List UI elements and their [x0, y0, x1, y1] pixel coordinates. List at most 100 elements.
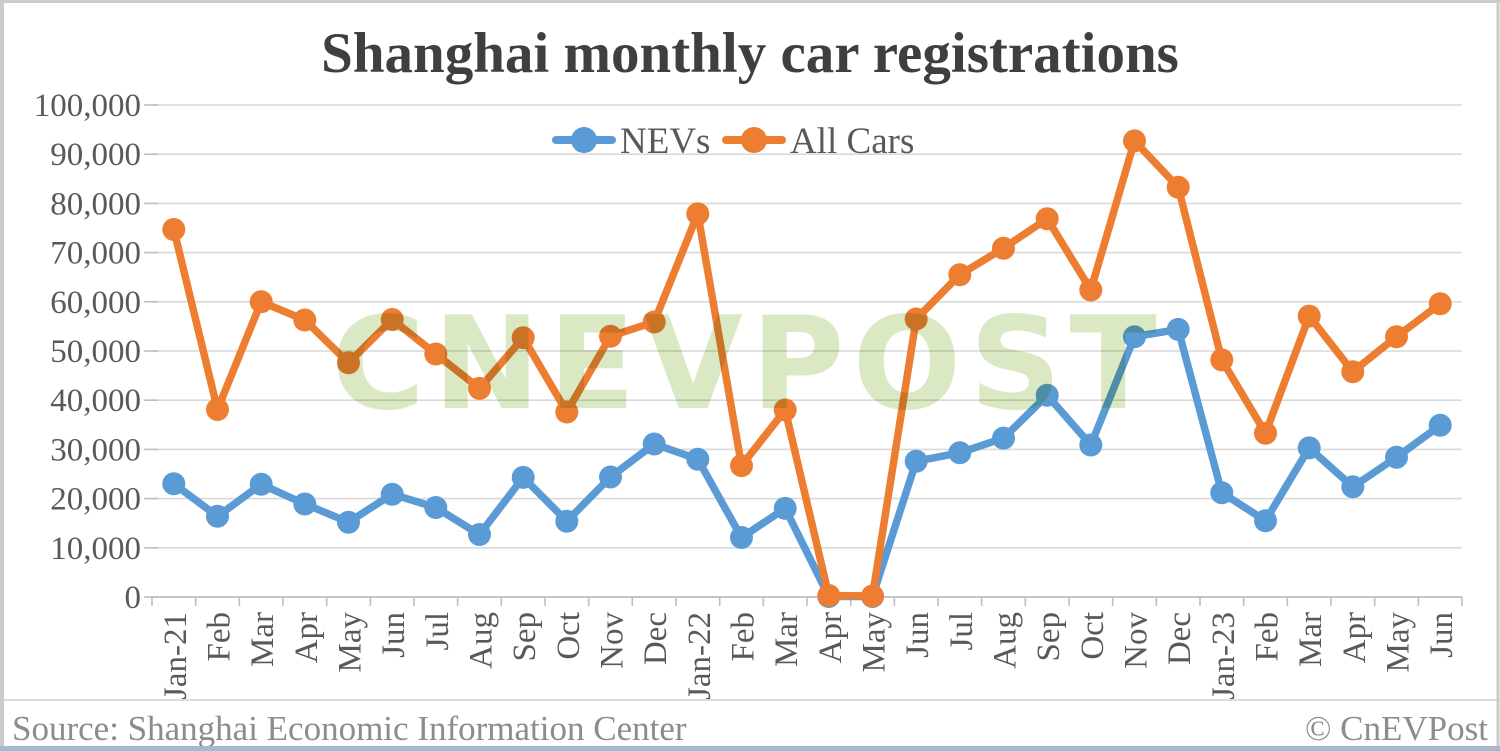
- x-tick-label: Jul: [420, 612, 456, 651]
- x-tick-label: May: [857, 612, 893, 673]
- data-point: [555, 509, 579, 533]
- nevs-legend-marker-icon: [571, 127, 597, 153]
- y-tick-label: 60,000: [50, 285, 141, 321]
- x-tick-label: Jun: [1424, 612, 1460, 658]
- x-tick-label: May: [333, 612, 369, 673]
- watermark: CNEVPOST: [331, 290, 1165, 439]
- data-point: [1123, 129, 1146, 153]
- x-tick-label: Dec: [1162, 612, 1198, 665]
- data-point: [1166, 175, 1190, 199]
- data-point: [555, 400, 579, 424]
- y-tick-label: 30,000: [50, 432, 141, 468]
- x-tick-label: Apr: [289, 612, 325, 663]
- data-point: [1385, 325, 1408, 349]
- x-tick-label: Jan-23: [1206, 612, 1242, 700]
- data-point: [1385, 445, 1408, 469]
- source-note: Source: Shanghai Economic Information Ce…: [12, 709, 687, 748]
- x-tick-label: Mar: [245, 612, 281, 667]
- data-point: [904, 449, 928, 473]
- data-point: [162, 218, 186, 241]
- legend-item-all-cars: All Cars: [722, 121, 914, 162]
- data-point: [1123, 325, 1146, 349]
- data-point: [293, 308, 317, 332]
- x-tick-label: Nov: [595, 612, 631, 669]
- x-tick-label: Jul: [944, 612, 980, 651]
- x-tick-label: Mar: [769, 612, 805, 667]
- copyright-note: © CnEVPost: [1305, 709, 1488, 748]
- x-tick-label: Feb: [1250, 612, 1286, 662]
- data-point: [730, 454, 753, 478]
- x-tick-label: Apr: [1337, 612, 1373, 663]
- x-tick-label: Aug: [988, 612, 1024, 669]
- x-tick-label: Dec: [638, 612, 674, 665]
- y-tick-label: 100,000: [34, 88, 141, 124]
- x-tick-label: Jan-21: [158, 612, 194, 700]
- y-tick-label: 20,000: [50, 482, 141, 518]
- data-point: [773, 496, 797, 520]
- x-axis-labels: Jan-21 Feb Mar Apr May Jun Jul Aug Sep Oct Nov Dec J…: [158, 612, 1460, 700]
- x-tick-label: Jun: [900, 612, 936, 658]
- data-point: [1428, 413, 1452, 437]
- x-tick-label: Jun: [376, 612, 412, 658]
- data-point: [817, 584, 841, 607]
- data-point: [206, 504, 229, 528]
- x-tick-label: Oct: [1075, 612, 1111, 660]
- y-tick-label: 0: [125, 580, 142, 616]
- all-cars-legend-label: All Cars: [790, 121, 914, 162]
- series-all-cars: [162, 129, 1452, 608]
- data-point: [642, 310, 666, 334]
- data-point: [1428, 292, 1452, 316]
- data-point: [380, 308, 404, 331]
- data-point: [162, 472, 186, 496]
- data-point: [948, 263, 972, 287]
- series-lines: [162, 129, 1452, 608]
- legend: NEVs All Cars: [552, 121, 914, 162]
- data-point: [337, 351, 360, 375]
- data-point: [642, 432, 666, 456]
- data-point: [992, 426, 1015, 450]
- data-point: [1079, 278, 1103, 302]
- axes: [144, 104, 1463, 606]
- y-tick-label: 40,000: [50, 383, 141, 419]
- data-point: [1166, 317, 1190, 341]
- data-point: [1079, 433, 1103, 457]
- data-point: [1254, 509, 1277, 533]
- data-point: [293, 492, 317, 516]
- x-tick-label: Sep: [507, 612, 543, 662]
- data-point: [1210, 348, 1234, 372]
- data-point: [424, 496, 448, 519]
- x-tick-label: Apr: [813, 612, 849, 663]
- data-point: [861, 584, 884, 608]
- data-point: [468, 523, 491, 546]
- data-point: [511, 465, 535, 489]
- data-point: [337, 510, 360, 534]
- data-point: [424, 342, 448, 366]
- x-tick-label: May: [1381, 612, 1417, 673]
- gridlines: [152, 104, 1462, 598]
- y-tick-label: 70,000: [50, 236, 141, 272]
- x-tick-label: Mar: [1293, 612, 1329, 667]
- data-point: [773, 398, 797, 422]
- data-point: [730, 526, 753, 549]
- x-tick-label: Feb: [726, 612, 762, 662]
- data-point: [904, 307, 928, 331]
- data-point: [1341, 475, 1365, 499]
- data-point: [468, 376, 491, 400]
- y-tick-label: 50,000: [50, 334, 141, 370]
- x-tick-label: Sep: [1031, 612, 1067, 662]
- x-tick-label: Nov: [1119, 612, 1155, 669]
- x-tick-label: Feb: [202, 612, 238, 662]
- x-tick-label: Jan-22: [682, 612, 718, 700]
- data-point: [1035, 207, 1059, 231]
- legend-item-nevs: NEVs: [552, 121, 710, 162]
- data-point: [686, 447, 710, 471]
- chart-title: Shanghai monthly car registrations: [321, 22, 1179, 85]
- data-point: [686, 202, 710, 226]
- data-point: [249, 290, 273, 314]
- data-point: [1254, 421, 1277, 445]
- data-point: [948, 441, 972, 465]
- data-point: [206, 398, 229, 421]
- y-tick-label: 10,000: [50, 531, 141, 567]
